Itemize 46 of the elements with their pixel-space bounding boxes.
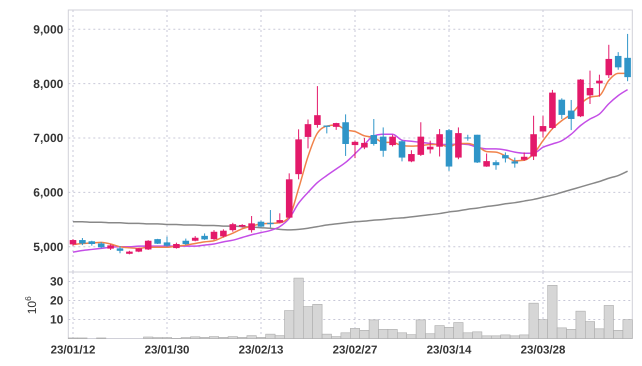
y-tick-label: 20: [50, 294, 64, 308]
candlestick: [418, 122, 424, 156]
candlestick: [530, 115, 537, 161]
candlestick: [624, 33, 631, 82]
candlestick: [248, 216, 255, 234]
candlestick: [558, 98, 566, 120]
candlestick: [342, 114, 349, 156]
candlestick: [426, 140, 434, 154]
candlestick: [380, 126, 386, 158]
x-tick-label: 23/02/13: [238, 344, 284, 356]
candlestick: [483, 153, 490, 168]
y-tick-label: 10: [50, 312, 64, 327]
candlestick: [568, 99, 574, 131]
candlestick: [361, 138, 368, 150]
candlestick: [398, 140, 406, 162]
candlestick: [436, 128, 443, 157]
x-tick-label: 23/03/14: [426, 344, 472, 356]
candlestick: [210, 230, 218, 240]
candlestick: [370, 118, 378, 146]
candlestick: [606, 44, 612, 78]
x-tick-label: 23/03/28: [520, 344, 566, 356]
x-tick-label: 23/01/12: [50, 344, 96, 356]
candlestick: [614, 52, 622, 70]
candlestick: [276, 212, 284, 224]
candlestick: [492, 160, 500, 170]
y-tick-label: 5,000: [33, 240, 64, 254]
candlestick: [352, 140, 358, 159]
x-tick-label: 23/01/30: [144, 344, 190, 356]
candlestick: [408, 150, 415, 163]
candlestick: [512, 157, 518, 168]
candlestick: [540, 115, 546, 138]
candlestick: [389, 134, 396, 147]
y-tick-label: 7,000: [33, 131, 64, 146]
candlestick: [164, 236, 170, 248]
candlestick: [596, 74, 603, 98]
y-tick-label: 9,000: [33, 22, 64, 36]
candlestick: [586, 70, 594, 105]
y-tick-label: 8,000: [33, 76, 64, 91]
candlestick: [144, 240, 152, 250]
x-tick-label: 23/02/27: [332, 344, 378, 356]
y-tick-label: 6,000: [33, 186, 64, 200]
candlestick: [314, 86, 321, 128]
candlestick: [304, 119, 312, 149]
candlestick: [502, 152, 509, 163]
y-tick-label: 30: [50, 274, 64, 289]
line-series: [72, 170, 628, 231]
